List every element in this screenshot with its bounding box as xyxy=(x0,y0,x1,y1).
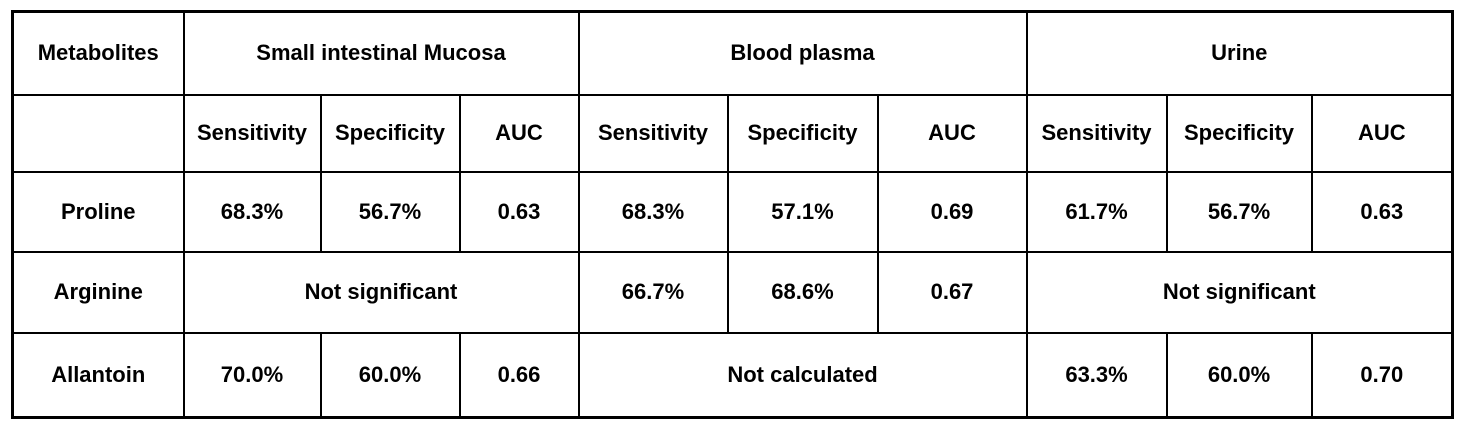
subheader-sim-specificity: Specificity xyxy=(319,93,461,173)
cell-arginine-bp-sensitivity: 66.7% xyxy=(577,250,729,334)
cell-proline-sim-sensitivity: 68.3% xyxy=(182,170,322,253)
empty-corner-cell xyxy=(11,93,185,173)
subheader-sim-auc: AUC xyxy=(458,93,580,173)
cell-proline-bp-specificity: 57.1% xyxy=(726,170,879,253)
subheader-sim-sensitivity: Sensitivity xyxy=(182,93,322,173)
cell-allantoin-urine-sensitivity: 63.3% xyxy=(1025,331,1168,419)
group-header-small-intestinal-mucosa: Small intestinal Mucosa xyxy=(182,10,580,96)
subheader-bp-sensitivity: Sensitivity xyxy=(577,93,729,173)
cell-proline-bp-auc: 0.69 xyxy=(876,170,1028,253)
table-row-group-header: Metabolites Small intestinal Mucosa Bloo… xyxy=(11,10,1454,96)
subheader-bp-specificity: Specificity xyxy=(726,93,879,173)
metabolite-roc-table: Metabolites Small intestinal Mucosa Bloo… xyxy=(11,10,1455,419)
subheader-bp-auc: AUC xyxy=(876,93,1028,173)
table-row-proline: Proline 68.3% 56.7% 0.63 68.3% 57.1% 0.6… xyxy=(11,170,1454,253)
cell-allantoin-sim-auc: 0.66 xyxy=(458,331,580,419)
row-label-allantoin: Allantoin xyxy=(11,331,185,419)
group-header-urine: Urine xyxy=(1025,10,1454,96)
group-header-blood-plasma: Blood plasma xyxy=(577,10,1028,96)
cell-proline-urine-specificity: 56.7% xyxy=(1165,170,1313,253)
table-row-arginine: Arginine Not significant 66.7% 68.6% 0.6… xyxy=(11,250,1454,334)
cell-proline-bp-sensitivity: 68.3% xyxy=(577,170,729,253)
cell-arginine-sim-note: Not significant xyxy=(182,250,580,334)
corner-header-metabolites: Metabolites xyxy=(11,10,185,96)
cell-allantoin-urine-specificity: 60.0% xyxy=(1165,331,1313,419)
table-row-allantoin: Allantoin 70.0% 60.0% 0.66 Not calculate… xyxy=(11,331,1454,419)
cell-proline-urine-auc: 0.63 xyxy=(1310,170,1454,253)
row-label-arginine: Arginine xyxy=(11,250,185,334)
cell-arginine-bp-specificity: 68.6% xyxy=(726,250,879,334)
row-label-proline: Proline xyxy=(11,170,185,253)
cell-allantoin-bp-note: Not calculated xyxy=(577,331,1028,419)
cell-proline-sim-specificity: 56.7% xyxy=(319,170,461,253)
cell-allantoin-sim-sensitivity: 70.0% xyxy=(182,331,322,419)
cell-arginine-bp-auc: 0.67 xyxy=(876,250,1028,334)
cell-proline-urine-sensitivity: 61.7% xyxy=(1025,170,1168,253)
cell-proline-sim-auc: 0.63 xyxy=(458,170,580,253)
subheader-urine-sensitivity: Sensitivity xyxy=(1025,93,1168,173)
table-row-sub-header: Sensitivity Specificity AUC Sensitivity … xyxy=(11,93,1454,173)
subheader-urine-specificity: Specificity xyxy=(1165,93,1313,173)
cell-allantoin-urine-auc: 0.70 xyxy=(1310,331,1454,419)
cell-allantoin-sim-specificity: 60.0% xyxy=(319,331,461,419)
cell-arginine-urine-note: Not significant xyxy=(1025,250,1454,334)
subheader-urine-auc: AUC xyxy=(1310,93,1454,173)
